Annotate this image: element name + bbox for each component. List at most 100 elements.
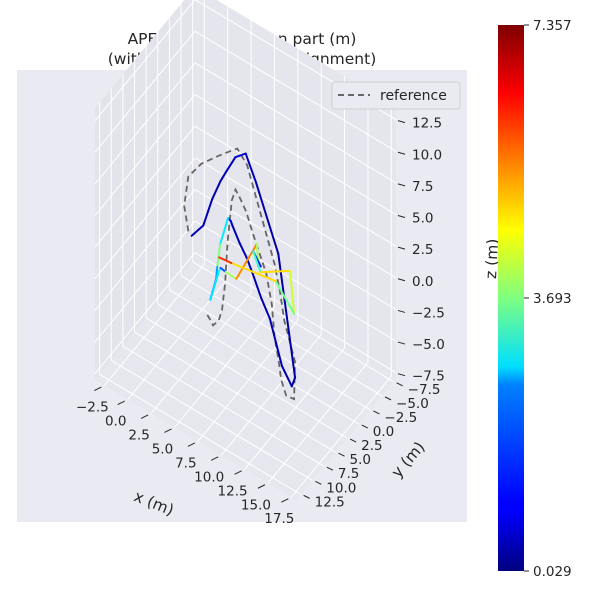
z-tick-label: 10.0	[412, 147, 442, 163]
y-tick-mark	[338, 452, 345, 457]
grid-line-x-floor	[150, 292, 252, 414]
grid-line-z-right	[194, 62, 397, 184]
grid-line-y-floor	[192, 261, 394, 383]
estimate-segment	[253, 276, 263, 299]
z-tick-mark	[397, 215, 406, 219]
estimate-segment	[244, 152, 257, 184]
grid-line-y-floor	[99, 373, 301, 495]
estimate-segment	[266, 217, 280, 255]
colorbar-mid-label: 3.693	[533, 291, 572, 307]
z-tick-mark	[397, 183, 406, 187]
grid-line-y-floor	[157, 303, 360, 425]
grid-line-z-left	[94, 62, 196, 185]
grid-line-x-floor	[174, 306, 275, 428]
y-tick-mark	[396, 382, 403, 387]
y-tick-mark	[349, 438, 357, 443]
grid-line-y-floor	[122, 345, 325, 467]
grid-line-z-left	[94, 220, 196, 343]
estimate-segment	[219, 170, 228, 183]
grid-line-z-right	[194, 220, 397, 342]
z-tick-mark	[397, 278, 406, 282]
estimate-segment	[254, 181, 269, 219]
estimate-segment	[252, 250, 262, 274]
grid-line-z-right	[194, 94, 397, 215]
floor-pane	[95, 259, 396, 500]
y-tick-label: 5.0	[350, 452, 371, 468]
x-tick-mark	[140, 414, 149, 419]
colorbar-max-label: 7.357	[533, 18, 572, 34]
grid-lines	[94, 0, 397, 498]
z-tick-label: 0.0	[412, 274, 433, 290]
x-tick-mark	[164, 428, 172, 433]
grid-line-x-floor	[103, 264, 205, 386]
trajectory-lines	[183, 147, 297, 401]
x-tick-label: 0.0	[105, 414, 126, 430]
grid-line-y-floor	[134, 331, 336, 453]
grid-line-z-right	[194, 125, 397, 247]
grid-line-z-right	[194, 188, 397, 310]
grid-line-x-floor	[290, 375, 392, 498]
x-tick-mark	[117, 400, 125, 405]
grid-line-x-floor	[220, 334, 322, 456]
y-tick-mark	[373, 410, 380, 415]
z-tick-label: 12.5	[412, 116, 442, 132]
estimate-segment	[230, 262, 277, 283]
estimate-segment	[211, 180, 222, 201]
z-tick-label: −7.5	[412, 369, 445, 385]
y-tick-label: 12.5	[315, 494, 345, 510]
y-tick-mark	[315, 480, 322, 485]
x-tick-mark	[257, 484, 266, 489]
estimate-segment	[231, 225, 241, 245]
grid-line-x-floor	[267, 361, 369, 484]
x-tick-label: 17.5	[264, 511, 294, 527]
grid-line-z-left	[94, 125, 196, 248]
colorbar	[498, 25, 524, 571]
estimate-segment	[238, 242, 249, 260]
y-tick-label: −5.0	[396, 396, 429, 412]
x-tick-label: 15.0	[241, 497, 271, 513]
estimate-segment	[268, 317, 278, 346]
x-tick-mark	[281, 498, 289, 503]
x-tick-label: 10.0	[194, 469, 224, 485]
legend: reference	[331, 81, 461, 110]
estimate-segment	[274, 280, 296, 315]
estimate-segment	[219, 266, 227, 273]
estimate-segment	[246, 257, 256, 279]
y-tick-label: −2.5	[384, 410, 417, 426]
y-tick-label: 2.5	[361, 438, 382, 454]
x-tick-label: 12.5	[218, 483, 248, 499]
z-tick-mark	[397, 151, 406, 155]
y-tick-mark	[361, 424, 369, 429]
z-tick-mark	[397, 341, 406, 345]
legend-box	[331, 81, 461, 110]
colorbar-min-label: 0.029	[533, 564, 572, 580]
z-tick-label: 5.0	[412, 211, 433, 227]
x-tick-mark	[210, 456, 219, 461]
grid-line-z-left	[94, 157, 196, 280]
x-tick-mark	[94, 386, 102, 392]
estimate-segment	[216, 243, 222, 268]
estimate-segment	[234, 152, 247, 159]
z-axis-label: z (m)	[482, 238, 502, 279]
grid-line-x-floor	[197, 320, 299, 442]
estimate-segment	[289, 269, 296, 315]
z-tick-label: −2.5	[412, 305, 445, 321]
y-tick-mark	[303, 494, 310, 499]
x-tick-mark	[234, 470, 242, 475]
estimate-segment	[218, 256, 233, 264]
z-tick-label: −5.0	[412, 337, 445, 353]
estimate-segment	[281, 365, 293, 388]
estimate-segment	[225, 156, 237, 173]
x-tick-label: 2.5	[128, 427, 149, 443]
x-tick-label: −2.5	[76, 400, 109, 416]
z-tick-label: 2.5	[412, 242, 433, 258]
grid-line-z-left	[94, 94, 196, 216]
grid-line-z-left	[94, 30, 196, 153]
grid-line-x-floor	[244, 347, 345, 470]
estimate-segment	[224, 270, 238, 280]
estimate-segment	[209, 270, 220, 301]
x-tick-mark	[187, 442, 196, 447]
reference-trajectory	[183, 147, 296, 401]
y-tick-label: 10.0	[326, 480, 356, 496]
